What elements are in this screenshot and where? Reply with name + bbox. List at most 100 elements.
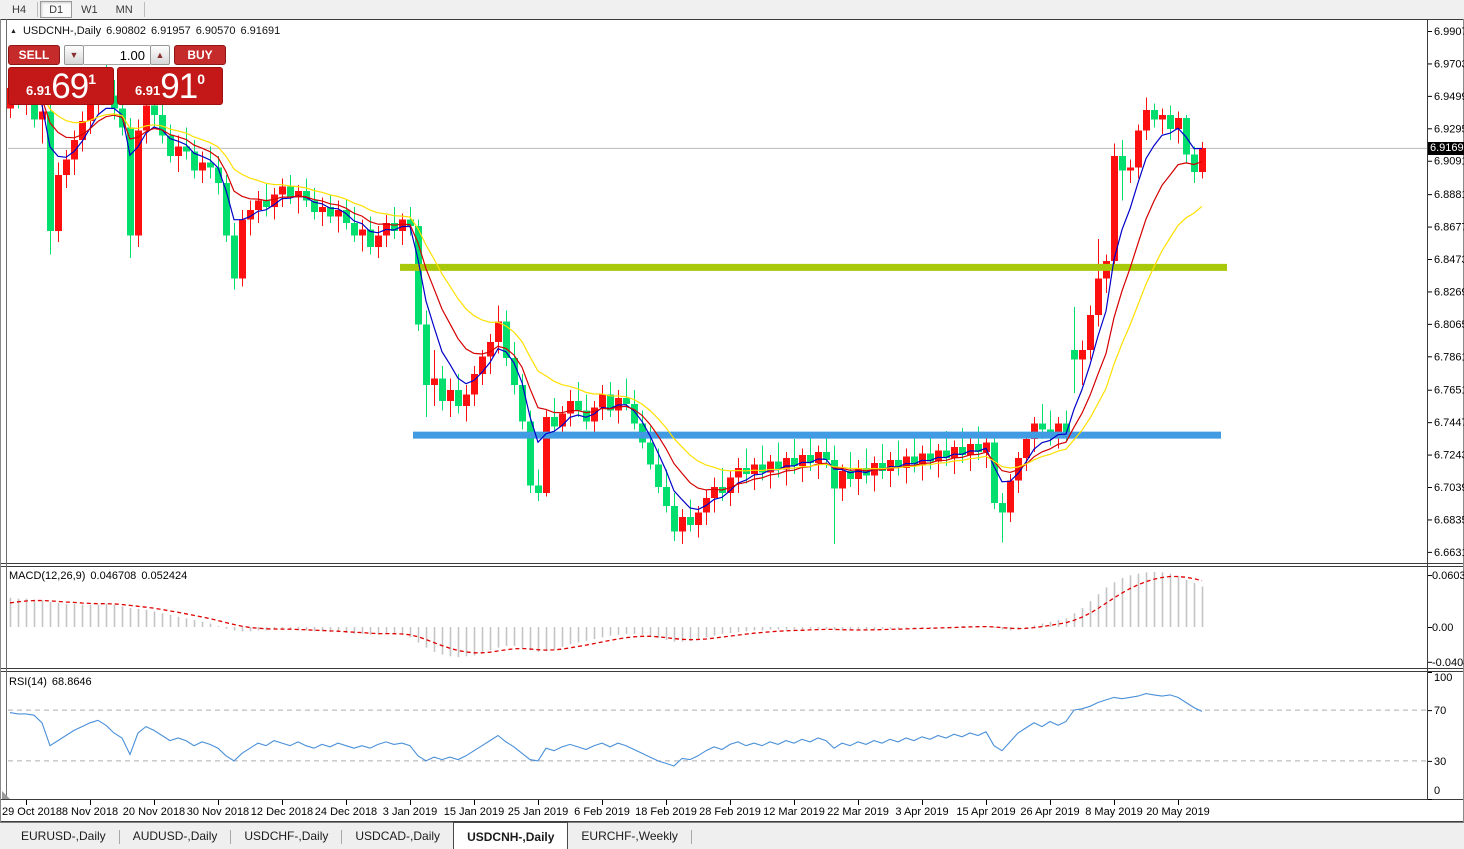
svg-text:100: 100 — [1434, 672, 1452, 684]
ohlc-open: 6.90802 — [106, 25, 146, 37]
macd-signal-line — [9, 575, 1203, 654]
tab-usdcnh-daily[interactable]: USDCNH-,Daily — [453, 822, 569, 849]
toolbar-separator — [37, 2, 39, 17]
svg-text:3 Apr 2019: 3 Apr 2019 — [895, 806, 948, 818]
symbol-timeframe-label: USDCNH-,Daily — [22, 25, 102, 37]
timeframe-button-w1[interactable]: W1 — [72, 1, 107, 18]
tab-eurchf-weekly[interactable]: EURCHF-,Weekly — [581, 829, 678, 843]
ma-fast-line — [9, 87, 1203, 511]
svg-text:22 Mar 2019: 22 Mar 2019 — [827, 806, 889, 818]
svg-text:6.74470: 6.74470 — [1434, 417, 1464, 429]
ohlc-low: 6.90570 — [195, 25, 236, 37]
tab-separator — [341, 830, 343, 844]
current-price-badge: 6.91691 — [1428, 142, 1464, 155]
volume-input[interactable] — [84, 45, 150, 65]
date-axis: 29 Oct 2018 8 Nov 2018 20 Nov 2018 30 Nov 2… — [2, 800, 1210, 818]
svg-text:6.70390: 6.70390 — [1434, 482, 1464, 494]
svg-text:6.99070: 6.99070 — [1434, 26, 1464, 38]
tab-separator — [230, 830, 232, 844]
svg-text:6.97030: 6.97030 — [1434, 58, 1464, 70]
svg-text:6.68350: 6.68350 — [1434, 514, 1464, 526]
sell-price-panel[interactable]: 6.91 69 1 — [8, 67, 114, 105]
tab-eurusd-daily[interactable]: EURUSD-,Daily — [21, 829, 106, 843]
sell-price-fraction: 1 — [88, 71, 97, 87]
svg-text:0.00: 0.00 — [1432, 622, 1453, 634]
collapse-icon[interactable]: ▲ — [10, 27, 17, 35]
volume-stepper: ▼ ▲ — [64, 45, 170, 65]
rsi-name: RSI(14) — [9, 676, 47, 688]
macd-layer — [9, 571, 1204, 658]
svg-text:24 Dec 2018: 24 Dec 2018 — [315, 806, 377, 818]
buy-button[interactable]: BUY — [174, 45, 226, 65]
svg-text:0: 0 — [1434, 785, 1440, 797]
timeframe-button-mn[interactable]: MN — [107, 1, 142, 18]
buy-price-prefix: 6.91 — [134, 83, 161, 98]
svg-text:30 Nov 2018: 30 Nov 2018 — [187, 806, 249, 818]
svg-text:6.76510: 6.76510 — [1434, 385, 1464, 397]
toolbar-separator — [143, 2, 145, 17]
svg-text:70: 70 — [1434, 705, 1446, 717]
ma-mid-line — [9, 87, 1203, 491]
svg-text:6.92950: 6.92950 — [1434, 123, 1464, 135]
svg-text:6.84730: 6.84730 — [1434, 254, 1464, 266]
svg-text:6.94990: 6.94990 — [1434, 91, 1464, 103]
chart-frame — [0, 19, 1464, 822]
tab-separator — [690, 830, 692, 844]
macd-name: MACD(12,26,9) — [9, 570, 86, 582]
svg-text:3 Jan 2019: 3 Jan 2019 — [383, 806, 437, 818]
svg-text:29 Oct 2018: 29 Oct 2018 — [2, 806, 62, 818]
svg-text:6 Feb 2019: 6 Feb 2019 — [574, 806, 630, 818]
timeframe-button-d1[interactable]: D1 — [40, 1, 73, 18]
macd-indicator-label: MACD(12,26,9) 0.046708 0.052424 — [9, 570, 187, 582]
rsi-value: 68.8646 — [51, 676, 92, 688]
svg-text:12 Dec 2018: 12 Dec 2018 — [251, 806, 313, 818]
macd-main-value: 0.046708 — [90, 570, 137, 582]
svg-text:6.88810: 6.88810 — [1434, 189, 1464, 201]
svg-text:6.82690: 6.82690 — [1434, 286, 1464, 298]
svg-text:20 Nov 2018: 20 Nov 2018 — [123, 806, 185, 818]
scroll-marker — [2, 791, 10, 799]
svg-text:8 Nov 2018: 8 Nov 2018 — [62, 806, 118, 818]
svg-text:25 Jan 2019: 25 Jan 2019 — [508, 806, 569, 818]
macd-signal-value: 0.052424 — [141, 570, 188, 582]
timeframe-button-h4[interactable]: H4 — [3, 1, 35, 18]
svg-text:6.66310: 6.66310 — [1434, 547, 1464, 559]
symbol-tab-bar: EURUSD-,Daily AUDUSD-,Daily USDCHF-,Dail… — [0, 822, 1464, 849]
svg-text:15 Apr 2019: 15 Apr 2019 — [956, 806, 1015, 818]
svg-text:12 Mar 2019: 12 Mar 2019 — [763, 806, 825, 818]
svg-text:26 Apr 2019: 26 Apr 2019 — [1020, 806, 1079, 818]
rsi-line — [9, 693, 1203, 767]
svg-text:6.78610: 6.78610 — [1434, 351, 1464, 363]
tab-audusd-daily[interactable]: AUDUSD-,Daily — [132, 829, 218, 843]
svg-text:0.060342: 0.060342 — [1432, 570, 1464, 582]
sell-button[interactable]: SELL — [8, 45, 60, 65]
svg-text:6.86770: 6.86770 — [1434, 222, 1464, 234]
rsi-layer — [8, 693, 1427, 767]
rsi-indicator-label: RSI(14) 68.8646 — [9, 676, 92, 688]
ohlc-close: 6.91691 — [240, 25, 281, 37]
svg-text:8 May 2019: 8 May 2019 — [1085, 806, 1142, 818]
tab-separator — [118, 830, 120, 844]
tab-usdcad-daily[interactable]: USDCAD-,Daily — [355, 829, 441, 843]
sell-price-prefix: 6.91 — [25, 83, 52, 98]
svg-text:6.80650: 6.80650 — [1434, 319, 1464, 331]
volume-increase-button[interactable]: ▲ — [150, 45, 170, 65]
buy-price-pips: 91 — [160, 67, 198, 106]
sell-price-pips: 69 — [51, 67, 89, 106]
volume-decrease-button[interactable]: ▼ — [64, 45, 84, 65]
tab-usdchf-daily[interactable]: USDCHF-,Daily — [244, 829, 329, 843]
svg-text:6.90910: 6.90910 — [1434, 156, 1464, 168]
svg-text:30: 30 — [1434, 756, 1446, 768]
timeframe-toolbar: H4 D1 W1 MN — [0, 0, 1464, 19]
svg-text:20 May 2019: 20 May 2019 — [1146, 806, 1210, 818]
ma-slow-line — [9, 87, 1203, 472]
buy-price-panel[interactable]: 6.91 91 0 — [117, 67, 223, 105]
svg-text:-0.040415: -0.040415 — [1432, 657, 1464, 669]
ohlc-high: 6.91957 — [150, 25, 191, 37]
chart-title: ▲ USDCNH-,Daily 6.90802 6.91957 6.90570 … — [10, 25, 280, 37]
svg-text:18 Feb 2019: 18 Feb 2019 — [635, 806, 697, 818]
svg-text:6.72430: 6.72430 — [1434, 450, 1464, 462]
